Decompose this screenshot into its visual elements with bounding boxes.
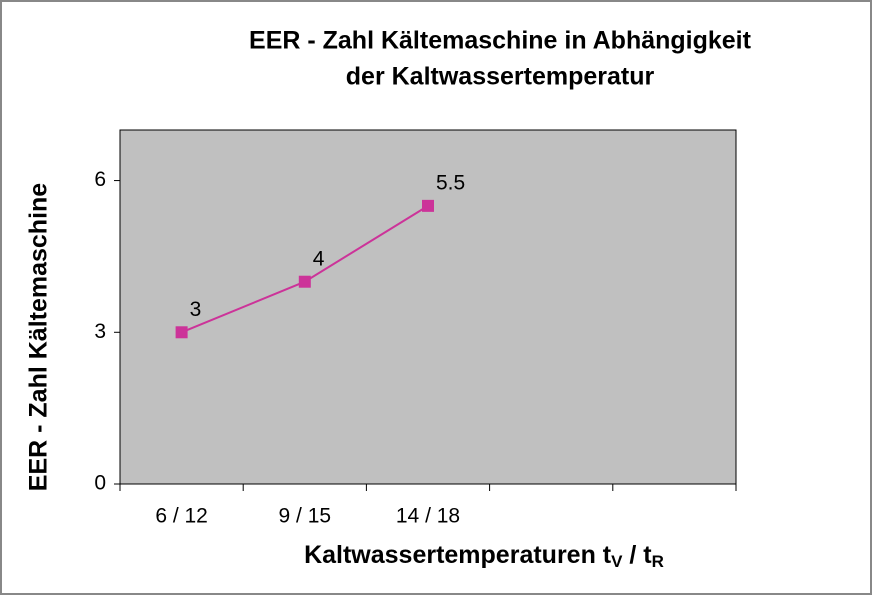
- x-axis-label-part: / t: [622, 541, 652, 569]
- x-axis-label: Kaltwassertemperaturen tV / tR: [304, 541, 664, 572]
- x-axis-label-part: Kaltwassertemperaturen t: [304, 541, 612, 569]
- plot-area: [119, 129, 737, 485]
- data-label: 3: [190, 298, 202, 321]
- data-label: 5.5: [436, 171, 465, 194]
- marker: [298, 275, 311, 288]
- marker: [422, 199, 434, 212]
- x-tick-label: 6 / 12: [155, 505, 208, 528]
- chart-title: EER - Zahl Kältemaschine in Abhängigkeit: [249, 27, 752, 55]
- x-tick-label: 9 / 15: [279, 505, 332, 528]
- x-axis-label-sub: V: [611, 552, 623, 571]
- y-tick-label: 0: [94, 472, 106, 495]
- x-axis-label-sub: R: [652, 552, 664, 571]
- y-tick-label: 3: [94, 320, 106, 343]
- y-tick-label: 6: [94, 168, 106, 191]
- y-axis-label: EER - Zahl Kältemaschine: [25, 183, 53, 492]
- data-label: 4: [313, 247, 325, 270]
- chart-title: der Kaltwassertemperatur: [346, 63, 655, 91]
- marker: [175, 326, 188, 339]
- x-tick-label: 14 / 18: [396, 505, 460, 528]
